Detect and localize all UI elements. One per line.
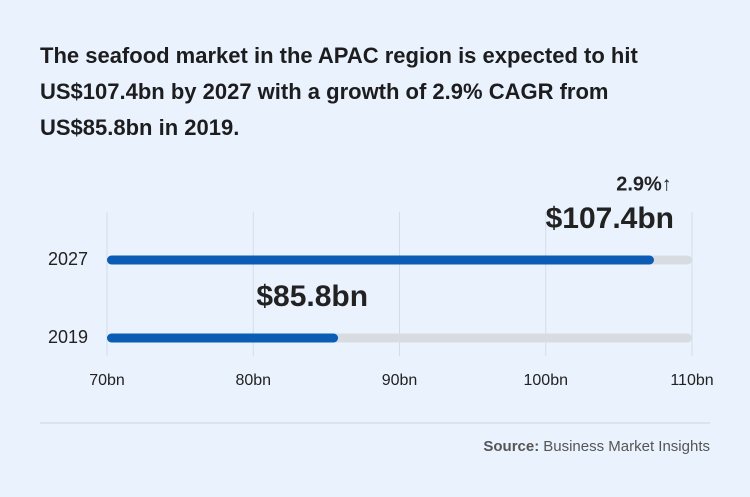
annotation: 2.9%↑ xyxy=(616,173,672,195)
bar xyxy=(107,255,654,265)
value-label: $85.8bn xyxy=(256,280,368,313)
y-tick-label: 2019 xyxy=(48,327,88,347)
value-label: $107.4bn xyxy=(546,202,674,235)
x-tick-label: 70bn xyxy=(89,372,125,389)
y-tick-label: 2027 xyxy=(48,249,88,269)
chart-title: The seafood market in the APAC region is… xyxy=(40,43,638,140)
x-tick-label: 90bn xyxy=(382,372,418,389)
bar xyxy=(107,333,339,343)
source-label: Source: xyxy=(483,438,539,455)
x-tick-label: 100bn xyxy=(524,372,569,389)
source: Source: Business Market Insights xyxy=(483,438,710,455)
x-tick-label: 110bn xyxy=(670,372,713,389)
source-text: Business Market Insights xyxy=(543,438,710,455)
x-tick-label: 80bn xyxy=(235,372,271,389)
